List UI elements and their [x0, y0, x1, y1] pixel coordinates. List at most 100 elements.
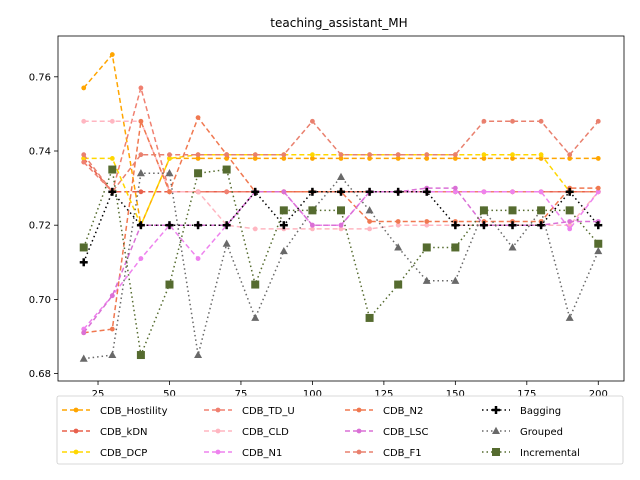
data-point-CDB_F1-80	[252, 152, 258, 158]
data-point-CDB_F1-150	[452, 152, 458, 158]
data-point-CDB_CLD-60	[195, 189, 201, 195]
data-point-Grouped-150	[451, 276, 460, 284]
data-point-Grouped-70	[222, 239, 231, 247]
x-tick-label-50: 50	[163, 389, 176, 400]
data-point-Grouped-80	[251, 313, 260, 321]
x-tick-label-150: 150	[446, 389, 465, 400]
data-point-CDB_F1-60	[195, 152, 201, 158]
data-point-Bagging-180	[537, 221, 546, 230]
data-point-CDB_F1-120	[367, 152, 372, 158]
data-point-Bagging-70	[222, 221, 231, 230]
legend-marker-CDB_kDN	[73, 428, 79, 434]
data-point-CDB_LSC-20	[81, 330, 87, 336]
data-point-CDB_Hostility-90	[281, 156, 287, 161]
legend-marker-CDB_TD_U	[215, 407, 221, 413]
legend-item-CDB_LSC: CDB_LSC	[345, 427, 428, 438]
legend: CDB_Hostility CDB_kDN CDB_DCP CDB_TD_U CDB_C…	[56, 395, 624, 465]
data-point-Bagging-120	[365, 187, 374, 196]
legend-label-CDB_F1: CDB_F1	[383, 448, 422, 459]
x-tick-label-25: 25	[92, 389, 105, 400]
data-point-Bagging-80	[251, 187, 260, 196]
legend-label-CDB_Hostility: CDB_Hostility	[100, 406, 168, 417]
data-point-CDB_F1-200	[595, 118, 601, 124]
legend-marker-CDB_DCP	[73, 449, 79, 455]
x-tick-label-75: 75	[235, 389, 248, 400]
data-point-CDB_Hostility-80	[252, 156, 258, 161]
data-point-CDB_F1-50	[167, 152, 172, 158]
data-point-CDB_F1-190	[567, 152, 573, 158]
axes-layer: 25 50 75 100 125 150 175 200 0.68 0.70 0.72 0.74 0.7…	[29, 35, 625, 400]
data-point-CDB_CLD-120	[367, 226, 372, 232]
legend-item-CDB_kDN: CDB_kDN	[62, 427, 148, 438]
data-point-Incremental-170	[508, 206, 517, 215]
data-point-Incremental-120	[365, 313, 374, 322]
data-point-Incremental-130	[394, 280, 403, 289]
data-point-CDB_F1-90	[281, 152, 287, 158]
series-Bagging	[79, 187, 603, 267]
data-point-Grouped-20	[79, 354, 88, 362]
legend-label-Incremental: Incremental	[520, 448, 580, 459]
data-point-CDB_LSC-110	[338, 222, 344, 228]
data-point-Grouped-120	[365, 206, 374, 214]
series-Incremental	[79, 165, 603, 360]
data-point-CDB_CLD-130	[395, 222, 401, 228]
data-point-Incremental-90	[279, 206, 288, 215]
legend-label-CDB_LSC: CDB_LSC	[383, 427, 428, 438]
legend-item-CDB_CLD: CDB_CLD	[204, 427, 289, 438]
data-point-Bagging-170	[508, 221, 517, 230]
data-point-Grouped-190	[565, 313, 574, 321]
x-tick-label-100: 100	[303, 389, 322, 400]
legend-item-CDB_F1: CDB_F1	[345, 448, 422, 459]
data-point-CDB_N2-120	[367, 219, 372, 224]
legend-label-CDB_CLD: CDB_CLD	[242, 427, 289, 438]
legend-label-Grouped: Grouped	[520, 427, 563, 438]
data-point-CDB_Hostility-30	[109, 52, 115, 57]
data-point-CDB_DCP-30	[109, 156, 115, 161]
data-point-Grouped-30	[108, 350, 117, 359]
data-point-CDB_Hostility-130	[395, 156, 401, 161]
data-point-CDB_N2-130	[395, 219, 401, 224]
data-point-CDB_LSC-190	[567, 219, 573, 224]
data-point-CDB_N2-200	[595, 185, 601, 191]
data-point-CDB_N2-30	[109, 326, 115, 332]
legend-item-CDB_DCP: CDB_DCP	[62, 448, 147, 459]
data-point-Bagging-90	[279, 221, 288, 230]
data-point-Bagging-110	[337, 187, 345, 196]
data-point-Bagging-40	[136, 221, 145, 230]
y-tick-label-0.76: 0.76	[29, 72, 51, 83]
data-point-Incremental-110	[337, 206, 345, 215]
data-point-CDB_F1-40	[138, 152, 144, 158]
legend-label-CDB_TD_U: CDB_TD_U	[242, 406, 295, 417]
data-point-Incremental-160	[479, 206, 488, 215]
legend-label-CDB_N1: CDB_N1	[242, 448, 282, 459]
legend-label-CDB_DCP: CDB_DCP	[100, 448, 147, 459]
data-point-CDB_LSC-90	[281, 189, 287, 195]
data-point-CDB_DCP-170	[510, 152, 515, 158]
data-point-CDB_TD_U-20	[81, 159, 87, 165]
data-point-CDB_F1-20	[81, 152, 87, 158]
data-point-CDB_Hostility-60	[195, 156, 201, 161]
data-point-Grouped-170	[508, 243, 517, 251]
legend-marker-Bagging	[492, 406, 500, 414]
data-point-Incremental-100	[308, 206, 317, 215]
data-point-Bagging-140	[422, 187, 431, 196]
data-point-Incremental-70	[222, 165, 231, 174]
legend-marker-CDB_Hostility	[73, 407, 79, 413]
data-point-CDB_Hostility-140	[424, 156, 430, 161]
data-point-CDB_Hostility-20	[81, 85, 87, 91]
data-point-CDB_F1-180	[538, 118, 544, 124]
data-point-Bagging-200	[594, 221, 603, 230]
data-point-Grouped-60	[194, 350, 203, 359]
data-point-CDB_CLD-140	[424, 222, 430, 228]
data-point-CDB_Hostility-170	[510, 156, 515, 161]
legend-label-Bagging: Bagging	[520, 406, 561, 417]
data-point-Incremental-150	[451, 243, 460, 252]
y-tick-label-0.7: 0.70	[29, 295, 51, 306]
data-point-CDB_LSC-150	[452, 185, 458, 191]
legend-item-CDB_N2: CDB_N2	[345, 406, 423, 417]
series-layer	[79, 52, 603, 362]
y-tick-label-0.72: 0.72	[29, 221, 51, 232]
legend-item-CDB_N1: CDB_N1	[204, 448, 282, 459]
data-point-CDB_Hostility-110	[338, 156, 344, 161]
